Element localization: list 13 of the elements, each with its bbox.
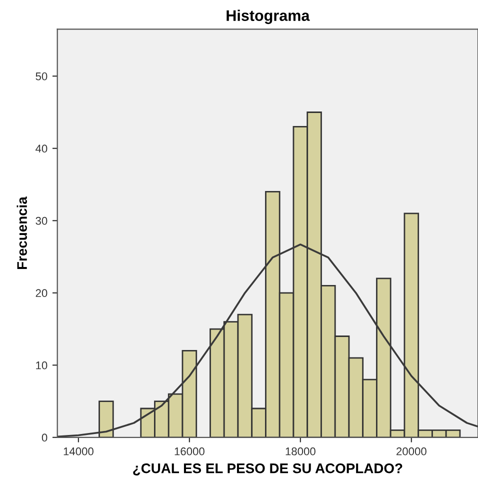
y-tick-label: 50	[36, 72, 48, 80]
y-tick-label: 10	[36, 361, 48, 370]
y-tick-label: 0	[42, 434, 48, 442]
x-tick-label: 14000	[64, 447, 94, 456]
x-axis-title: ¿CUAL ES EL PESO DE SU ACOPLADO?	[133, 463, 402, 476]
y-tick-label: 30	[36, 216, 48, 225]
y-tick-label: 20	[36, 289, 48, 298]
chart-title: Histograma	[226, 10, 310, 24]
x-tick-label: 16000	[174, 447, 204, 456]
y-tick-label: 40	[36, 144, 48, 153]
y-axis-title: Frecuencia	[16, 196, 27, 270]
x-tick-label: 18000	[286, 447, 316, 456]
x-tick-label: 20000	[396, 447, 426, 456]
